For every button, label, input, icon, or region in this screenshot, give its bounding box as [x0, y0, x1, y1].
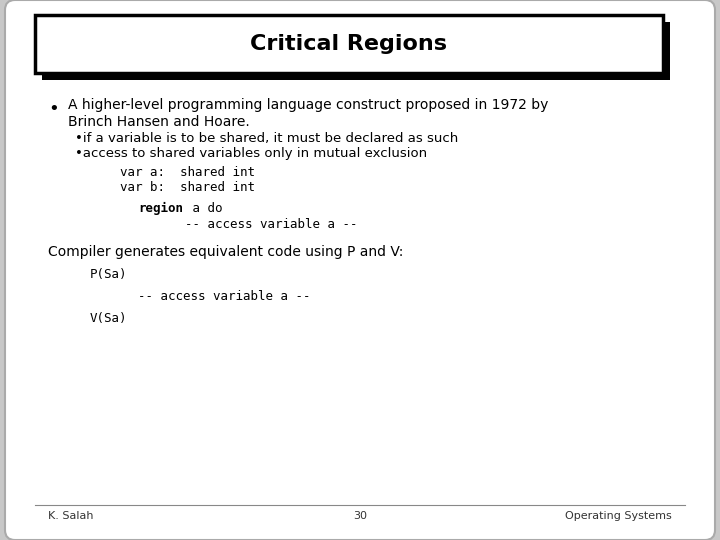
Text: Brinch Hansen and Hoare.: Brinch Hansen and Hoare.: [68, 115, 250, 129]
Text: -- access variable a --: -- access variable a --: [108, 290, 310, 303]
FancyBboxPatch shape: [5, 0, 715, 540]
Text: region: region: [138, 202, 183, 215]
Text: a do: a do: [185, 202, 222, 215]
Text: Critical Regions: Critical Regions: [251, 34, 448, 54]
Text: Compiler generates equivalent code using P and V:: Compiler generates equivalent code using…: [48, 245, 403, 259]
Text: A higher-level programming language construct proposed in 1972 by: A higher-level programming language cons…: [68, 98, 549, 112]
Text: var b:  shared int: var b: shared int: [120, 181, 255, 194]
Text: -- access variable a --: -- access variable a --: [155, 218, 358, 231]
Text: K. Salah: K. Salah: [48, 511, 94, 521]
Text: var a:  shared int: var a: shared int: [120, 166, 255, 179]
Text: •if a variable is to be shared, it must be declared as such: •if a variable is to be shared, it must …: [75, 132, 458, 145]
Text: Operating Systems: Operating Systems: [565, 511, 672, 521]
Bar: [35, 15, 663, 73]
Text: •: •: [48, 100, 59, 118]
Text: •access to shared variables only in mutual exclusion: •access to shared variables only in mutu…: [75, 147, 427, 160]
Bar: [42, 22, 670, 80]
Text: V(Sa): V(Sa): [90, 312, 127, 325]
Text: P(Sa): P(Sa): [90, 268, 127, 281]
Text: 30: 30: [353, 511, 367, 521]
